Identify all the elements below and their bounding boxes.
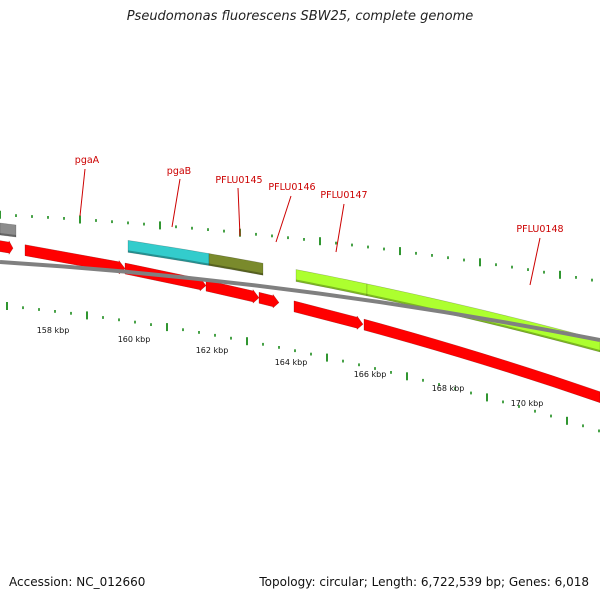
cds-arrow [205, 279, 260, 304]
scale-label-160-kbp: 160 kbp [118, 335, 151, 344]
scale-label-170-kbp: 170 kbp [511, 399, 544, 408]
gene-pgaA-block-shade [0, 233, 16, 237]
gene-pgaB-block-shade [128, 250, 209, 266]
gene-label-PFLU0147: PFLU0147 [320, 190, 367, 201]
gene-PFLU0148-block-shade [367, 293, 600, 352]
scale-label-162-kbp: 162 kbp [196, 346, 229, 355]
outer-tick-track [0, 210, 593, 282]
leader-line-PFLU0147 [335, 203, 345, 253]
leader-line-pgaA [79, 168, 86, 217]
cds-arrow [0, 240, 14, 256]
gene-track [0, 222, 600, 353]
leader-line-PFLU0146 [275, 195, 292, 243]
genome-summary-text: Topology: circular; Length: 6,722,539 bp… [259, 575, 589, 589]
scale-label-158-kbp: 158 kbp [37, 326, 70, 335]
gene-label-PFLU0146: PFLU0146 [268, 182, 315, 193]
cds-arrow [258, 291, 280, 309]
gene-label-PFLU0148: PFLU0148 [516, 224, 563, 235]
scale-labels: 158 kbp 160 kbp 162 kbp 164 kbp 166 kbp 168 k… [37, 326, 544, 408]
inner-tick-track [6, 302, 600, 433]
scale-label-164-kbp: 164 kbp [275, 358, 308, 367]
cds-arrow [293, 300, 364, 330]
scale-label-166-kbp: 166 kbp [354, 370, 387, 379]
map-title: Pseudomonas fluorescens SBW25, complete … [126, 9, 474, 24]
leader-line-PFLU0145 [237, 187, 241, 237]
gene-label-pgaB: pgaB [167, 166, 191, 177]
cds-arrow [363, 318, 600, 403]
leader-line-PFLU0148 [529, 237, 541, 286]
leader-line-pgaB [171, 178, 181, 228]
genome-backbone [0, 260, 600, 342]
scale-label-168-kbp: 168 kbp [432, 384, 465, 393]
gene-pgaA-block [0, 222, 17, 238]
gene-PFLU0145-block-shade [209, 263, 263, 276]
gene-label-pgaA: pgaA [75, 155, 100, 166]
accession-text: Accession: NC_012660 [9, 575, 146, 589]
gene-PFLU0145-block [208, 253, 264, 276]
gene-labels: pgaA pgaB PFLU0145 PFLU0146 PFLU0147 PFLU0148 [75, 155, 564, 286]
gene-PFLU0147-block-shade [296, 279, 367, 296]
gene-label-PFLU0145: PFLU0145 [215, 175, 262, 186]
